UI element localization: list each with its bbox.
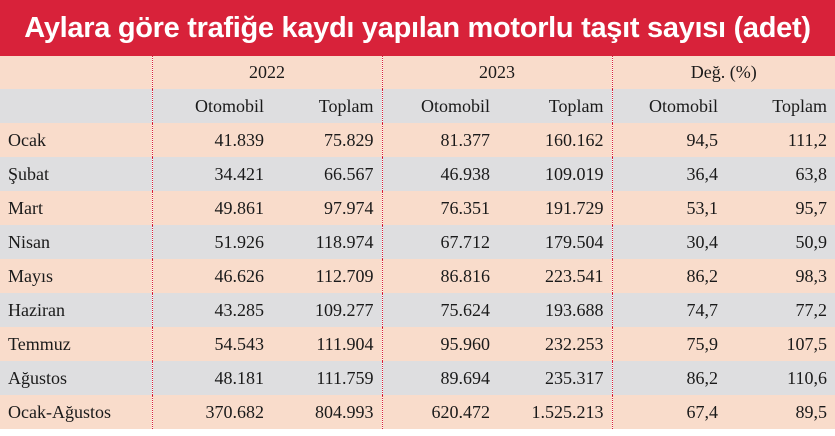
- table-cell: 86,2: [611, 259, 726, 293]
- table-cell: 76.351: [381, 191, 498, 225]
- table-cell: 111,2: [726, 123, 835, 157]
- table-cell: 89.694: [381, 361, 498, 395]
- table-row: Nisan 51.926 118.974 67.712 179.504 30,4…: [0, 225, 835, 259]
- row-label: Mart: [0, 191, 152, 225]
- table-cell: 67,4: [611, 395, 726, 429]
- table-cell: 193.688: [498, 293, 612, 327]
- table-cell: 75.829: [272, 123, 382, 157]
- table-cell: 223.541: [498, 259, 612, 293]
- table-row: Mart 49.861 97.974 76.351 191.729 53,1 9…: [0, 191, 835, 225]
- table-cell: 41.839: [151, 123, 272, 157]
- table-title: Aylara göre trafiğe kaydı yapılan motorl…: [0, 0, 835, 56]
- table-cell: 50,9: [726, 225, 835, 259]
- table-cell: 804.993: [272, 395, 382, 429]
- table-cell: 109.019: [498, 157, 612, 191]
- table-cell: 1.525.213: [498, 395, 612, 429]
- table-cell: 75,9: [611, 327, 726, 361]
- table-cell: 160.162: [498, 123, 612, 157]
- table-cell: 63,8: [726, 157, 835, 191]
- sub-header-cell: Toplam: [272, 89, 382, 123]
- row-label: Mayıs: [0, 259, 152, 293]
- table-cell: 46.626: [151, 259, 272, 293]
- table-cell: 30,4: [611, 225, 726, 259]
- table-row: Temmuz 54.543 111.904 95.960 232.253 75,…: [0, 327, 835, 361]
- table-row: Şubat 34.421 66.567 46.938 109.019 36,4 …: [0, 157, 835, 191]
- table-cell: 95.960: [381, 327, 498, 361]
- table-cell: 51.926: [151, 225, 272, 259]
- row-label: Ocak: [0, 123, 152, 157]
- table-cell: 54.543: [151, 327, 272, 361]
- table-cell: 95,7: [726, 191, 835, 225]
- row-label: Haziran: [0, 293, 152, 327]
- table-cell: 107,5: [726, 327, 835, 361]
- sub-header-cell: Toplam: [498, 89, 612, 123]
- table-cell: 111.904: [272, 327, 382, 361]
- table-cell: 97.974: [272, 191, 382, 225]
- table-cell: 81.377: [381, 123, 498, 157]
- corner-cell: [0, 89, 152, 123]
- table-cell: 34.421: [151, 157, 272, 191]
- sub-header-cell: Otomobil: [381, 89, 498, 123]
- sub-header-cell: Otomobil: [151, 89, 272, 123]
- table-cell: 111.759: [272, 361, 382, 395]
- table-cell: 49.861: [151, 191, 272, 225]
- table-row-total: Ocak-Ağustos 370.682 804.993 620.472 1.5…: [0, 395, 835, 429]
- table-cell: 110,6: [726, 361, 835, 395]
- table-cell: 46.938: [381, 157, 498, 191]
- table-cell: 86.816: [381, 259, 498, 293]
- row-label: Şubat: [0, 157, 152, 191]
- sub-header-cell: Otomobil: [611, 89, 726, 123]
- sub-header-row: Otomobil Toplam Otomobil Toplam Otomobil…: [0, 89, 835, 123]
- table-cell: 620.472: [381, 395, 498, 429]
- corner-cell: [0, 56, 152, 89]
- table-cell: 43.285: [151, 293, 272, 327]
- table-row: Mayıs 46.626 112.709 86.816 223.541 86,2…: [0, 259, 835, 293]
- table-row: Ocak 41.839 75.829 81.377 160.162 94,5 1…: [0, 123, 835, 157]
- table-cell: 48.181: [151, 361, 272, 395]
- row-label: Nisan: [0, 225, 152, 259]
- table-cell: 191.729: [498, 191, 612, 225]
- table-cell: 179.504: [498, 225, 612, 259]
- data-table: 2022 2023 Değ. (%) Otomobil Toplam Otomo…: [0, 56, 835, 429]
- row-label: Ocak-Ağustos: [0, 395, 152, 429]
- group-header-2023: 2023: [381, 56, 612, 89]
- group-header-change: Değ. (%): [611, 56, 835, 89]
- row-label: Temmuz: [0, 327, 152, 361]
- table-cell: 98,3: [726, 259, 835, 293]
- table-cell: 53,1: [611, 191, 726, 225]
- table-cell: 94,5: [611, 123, 726, 157]
- table-cell: 89,5: [726, 395, 835, 429]
- table-row: Haziran 43.285 109.277 75.624 193.688 74…: [0, 293, 835, 327]
- table-cell: 86,2: [611, 361, 726, 395]
- table-cell: 112.709: [272, 259, 382, 293]
- table-cell: 75.624: [381, 293, 498, 327]
- sub-header-cell: Toplam: [726, 89, 835, 123]
- table-cell: 67.712: [381, 225, 498, 259]
- table-cell: 235.317: [498, 361, 612, 395]
- table-cell: 232.253: [498, 327, 612, 361]
- table-cell: 118.974: [272, 225, 382, 259]
- group-header-2022: 2022: [151, 56, 382, 89]
- table-cell: 109.277: [272, 293, 382, 327]
- table-cell: 77,2: [726, 293, 835, 327]
- row-label: Ağustos: [0, 361, 152, 395]
- table-cell: 66.567: [272, 157, 382, 191]
- table-row: Ağustos 48.181 111.759 89.694 235.317 86…: [0, 361, 835, 395]
- table-cell: 74,7: [611, 293, 726, 327]
- year-header-row: 2022 2023 Değ. (%): [0, 56, 835, 89]
- table-cell: 36,4: [611, 157, 726, 191]
- table-cell: 370.682: [151, 395, 272, 429]
